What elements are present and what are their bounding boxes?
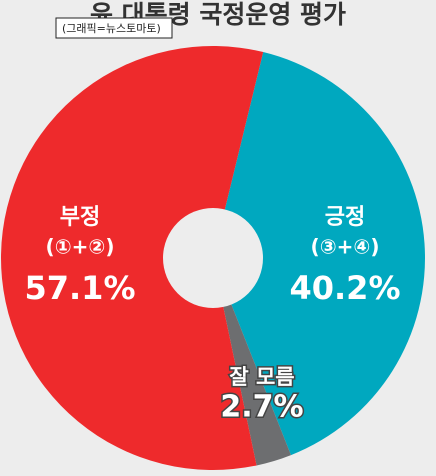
credit-box <box>55 17 173 39</box>
credit: (그래픽=뉴스토마토) <box>62 22 161 35</box>
value-label: 40.2% <box>289 269 400 307</box>
donut-hole <box>163 208 263 308</box>
value-label: 57.1% <box>24 269 135 307</box>
slice-label: 긍정 <box>325 205 365 230</box>
slices <box>1 45 426 470</box>
slice <box>213 258 291 466</box>
labels: 긍정 (③+④) 40.2% 잘 모름2.7% 부정 (①+②) 57.1% <box>24 205 400 426</box>
slice <box>213 52 426 456</box>
value-label: 2.7% <box>220 390 303 425</box>
slice-label: 부정 <box>60 205 100 230</box>
slice-label: (①+②) <box>46 235 115 259</box>
slice-label: 잘 모름 <box>229 365 294 389</box>
slice <box>1 45 264 470</box>
slice-label: (③+④) <box>311 235 380 259</box>
